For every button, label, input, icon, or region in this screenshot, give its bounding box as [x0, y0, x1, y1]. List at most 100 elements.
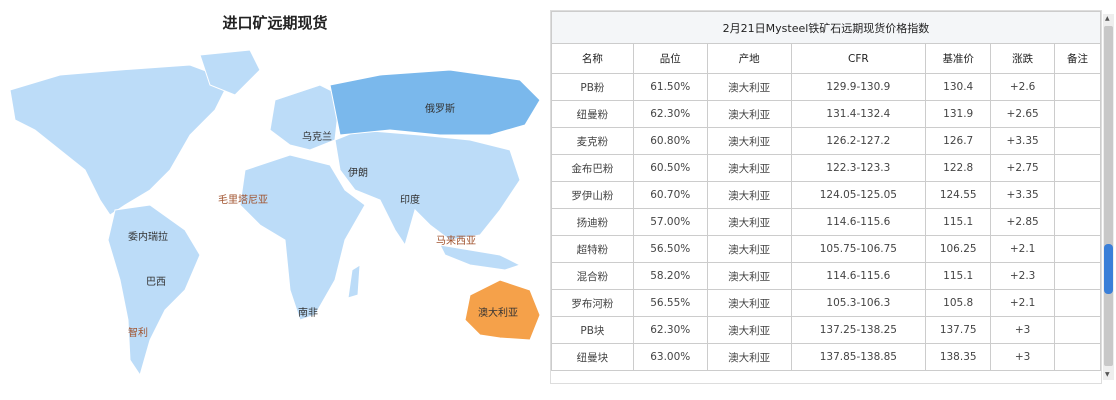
- table-cell: 澳大利亚: [706, 100, 792, 128]
- table-cell: +2.6: [990, 73, 1056, 101]
- north-america: [9, 64, 231, 216]
- table-cell: PB块: [551, 316, 634, 344]
- table-cell: 澳大利亚: [706, 127, 792, 155]
- table-cell: [1054, 100, 1101, 128]
- table-cell: 131.9: [925, 100, 992, 128]
- table-cell: 122.8: [925, 154, 992, 182]
- table-cell: 122.3-123.3: [790, 154, 927, 182]
- table-cell: 115.1: [925, 208, 992, 236]
- russia-region: [329, 69, 541, 136]
- table-cell: 56.55%: [632, 289, 708, 317]
- label-india: 印度: [400, 193, 420, 206]
- label-iran: 伊朗: [348, 167, 368, 179]
- table-cell: 60.80%: [632, 127, 708, 155]
- label-venezuela: 委内瑞拉: [128, 230, 168, 243]
- table-cell: 纽曼块: [551, 343, 634, 371]
- table-row: PB粉 61.50% 澳大利亚 129.9-130.9 130.4 +2.6: [551, 73, 1101, 101]
- table-cell: 澳大利亚: [706, 343, 792, 371]
- table-cell: 澳大利亚: [706, 208, 792, 236]
- label-chile: 智利: [128, 326, 148, 339]
- asia: [334, 129, 521, 247]
- table-cell: 137.25-138.25: [790, 316, 927, 344]
- table-cell: [1054, 316, 1101, 344]
- scrollbar-thumb[interactable]: [1104, 26, 1113, 366]
- table-cell: +2.1: [990, 235, 1056, 263]
- table-cell: [1054, 154, 1101, 182]
- table-cell: 137.85-138.85: [790, 343, 927, 371]
- scroll-down-icon[interactable]: ▼: [1105, 371, 1110, 378]
- table-cell: 58.20%: [632, 262, 708, 290]
- greenland: [199, 49, 261, 96]
- label-ukraine: 乌克兰: [302, 130, 332, 143]
- table-row: 麦克粉 60.80% 澳大利亚 126.2-127.2 126.7 +3.35: [551, 127, 1101, 155]
- table-cell: 129.9-130.9: [790, 73, 927, 101]
- table-cell: 131.4-132.4: [790, 100, 927, 128]
- table-cell: 澳大利亚: [706, 235, 792, 263]
- table-row: 混合粉 58.20% 澳大利亚 114.6-115.6 115.1 +2.3: [551, 262, 1101, 290]
- scrollbar[interactable]: ▲ ▼: [1103, 14, 1114, 380]
- table-cell: [1054, 262, 1101, 290]
- table-cell: 60.70%: [632, 181, 708, 209]
- table-cell: 62.30%: [632, 100, 708, 128]
- table-cell: [1054, 127, 1101, 155]
- column-header: 基准价: [925, 43, 992, 74]
- table-cell: 124.55: [925, 181, 992, 209]
- table-cell: 115.1: [925, 262, 992, 290]
- table-cell: 澳大利亚: [706, 73, 792, 101]
- table-cell: 罗布河粉: [551, 289, 634, 317]
- table-cell: 137.75: [925, 316, 992, 344]
- table-cell: 106.25: [925, 235, 992, 263]
- table-cell: 114.6-115.6: [790, 208, 927, 236]
- scroll-up-icon[interactable]: ▲: [1105, 15, 1110, 22]
- table-row: 罗布河粉 56.55% 澳大利亚 105.3-106.3 105.8 +2.1: [551, 289, 1101, 317]
- table-cell: 澳大利亚: [706, 289, 792, 317]
- table-cell: 56.50%: [632, 235, 708, 263]
- label-russia: 俄罗斯: [425, 102, 455, 115]
- label-australia: 澳大利亚: [478, 306, 518, 319]
- table-cell: 澳大利亚: [706, 181, 792, 209]
- table-cell: 105.3-106.3: [790, 289, 927, 317]
- table-cell: 超特粉: [551, 235, 634, 263]
- label-brazil: 巴西: [146, 276, 166, 288]
- table-cell: 57.00%: [632, 208, 708, 236]
- table-cell: [1054, 181, 1101, 209]
- table-cell: +2.75: [990, 154, 1056, 182]
- table-cell: +2.65: [990, 100, 1056, 128]
- column-header: 产地: [706, 43, 792, 74]
- table-cell: 混合粉: [551, 262, 634, 290]
- table-cell: [1054, 343, 1101, 371]
- table-cell: 62.30%: [632, 316, 708, 344]
- column-header: 品位: [632, 43, 708, 74]
- table-row: 超特粉 56.50% 澳大利亚 105.75-106.75 106.25 +2.1: [551, 235, 1101, 263]
- madagascar: [347, 264, 361, 299]
- table-cell: PB粉: [551, 73, 634, 101]
- table-cell: 罗伊山粉: [551, 181, 634, 209]
- label-malaysia: 马来西亚: [436, 235, 476, 247]
- table-title: 2月21日Mysteel铁矿石远期现货价格指数: [551, 11, 1101, 44]
- table-cell: 63.00%: [632, 343, 708, 371]
- side-widget-button[interactable]: [1104, 244, 1113, 294]
- table-row: 纽曼粉 62.30% 澳大利亚 131.4-132.4 131.9 +2.65: [551, 100, 1101, 128]
- table-cell: 麦克粉: [551, 127, 634, 155]
- table-cell: +2.85: [990, 208, 1056, 236]
- table-cell: +3.35: [990, 181, 1056, 209]
- table-cell: 124.05-125.05: [790, 181, 927, 209]
- column-header: CFR: [790, 43, 927, 74]
- table-cell: 126.7: [925, 127, 992, 155]
- price-table: 2月21日Mysteel铁矿石远期现货价格指数 名称 品位 产地 CFR 基准价 涨跌 备注…: [551, 11, 1101, 371]
- se-asia-islands: [439, 244, 522, 271]
- label-mauritania: 毛里塔尼亚: [218, 193, 268, 206]
- table-cell: [1054, 289, 1101, 317]
- table-cell: +3.35: [990, 127, 1056, 155]
- table-cell: 澳大利亚: [706, 262, 792, 290]
- label-south-africa: 南非: [298, 306, 318, 319]
- table-cell: 126.2-127.2: [790, 127, 927, 155]
- table-cell: +2.3: [990, 262, 1056, 290]
- table-cell: 105.75-106.75: [790, 235, 927, 263]
- column-header: 备注: [1054, 43, 1101, 74]
- europe: [269, 84, 341, 151]
- table-cell: +3: [990, 343, 1056, 371]
- table-row: PB块 62.30% 澳大利亚 137.25-138.25 137.75 +3: [551, 316, 1101, 344]
- table-cell: [1054, 235, 1101, 263]
- table-cell: 60.50%: [632, 154, 708, 182]
